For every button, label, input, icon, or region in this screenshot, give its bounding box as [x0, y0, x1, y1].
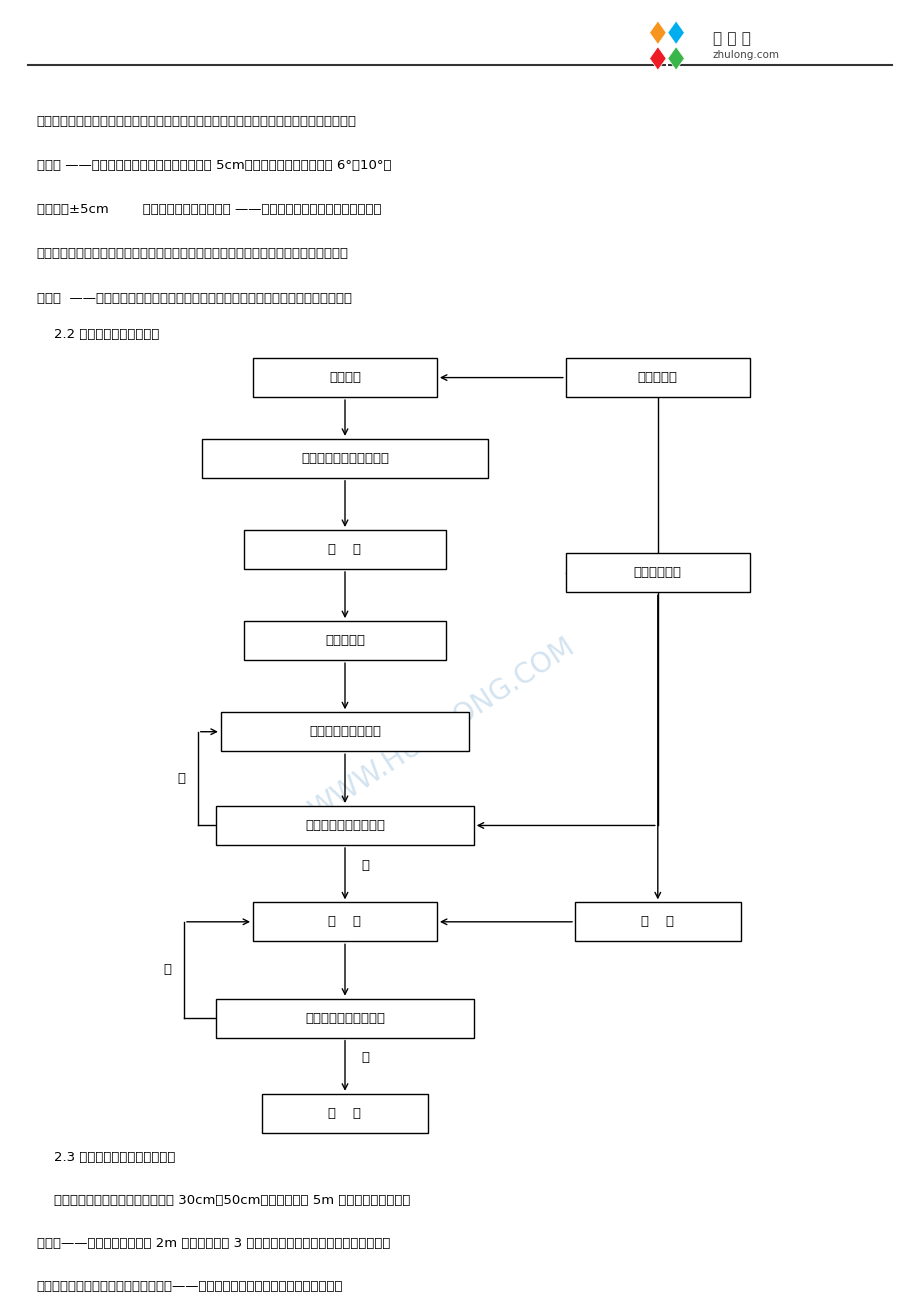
Text: 否: 否	[177, 772, 185, 785]
Text: 根据产品试验确定确定，随泡随用，锚固药包浸泡后立即推入孔内，并用木棍送至孔底防: 根据产品试验确定确定，随泡随用，锚固药包浸泡后立即推入孔内，并用木棍送至孔底防	[37, 247, 348, 260]
FancyBboxPatch shape	[244, 621, 446, 660]
FancyBboxPatch shape	[221, 712, 469, 751]
Text: 安装小导管: 安装小导管	[324, 634, 365, 647]
Text: 压水检查是否达到要求: 压水检查是否达到要求	[305, 819, 384, 832]
FancyBboxPatch shape	[202, 439, 487, 478]
FancyBboxPatch shape	[253, 902, 437, 941]
Text: 测量布孔并标注在岩面上: 测量布孔并标注在岩面上	[301, 452, 389, 465]
Text: 机械设备检修: 机械设备检修	[633, 566, 681, 579]
Text: 联接管路、密封孔口: 联接管路、密封孔口	[309, 725, 380, 738]
Text: 拌    浆: 拌 浆	[641, 915, 674, 928]
Text: 钻    孔: 钻 孔	[328, 543, 361, 556]
FancyBboxPatch shape	[574, 902, 740, 941]
Text: 结    束: 结 束	[328, 1107, 361, 1120]
Text: 岩石上 ——按所标的孔位钻孔，孔位偏差小于 5cm，钻孔保持直线，外插角 6°～10°，: 岩石上 ——按所标的孔位钻孔，孔位偏差小于 5cm，钻孔保持直线，外插角 6°～…	[37, 159, 391, 172]
Text: 是: 是	[361, 1052, 369, 1064]
FancyBboxPatch shape	[216, 806, 473, 845]
FancyBboxPatch shape	[565, 553, 749, 592]
Polygon shape	[667, 47, 684, 70]
FancyBboxPatch shape	[565, 358, 749, 397]
Text: 2.2 超前小导管周壁预注浆: 2.2 超前小导管周壁预注浆	[37, 328, 159, 341]
Polygon shape	[667, 21, 684, 44]
FancyBboxPatch shape	[244, 530, 446, 569]
FancyBboxPatch shape	[253, 358, 437, 397]
Text: 管棚，——在开挖工作后面约 2m 范围内，安设 3 榀钢拱架紧抵掌子面，注意钢拱架应按线: 管棚，——在开挖工作后面约 2m 范围内，安设 3 榀钢拱架紧抵掌子面，注意钢拱…	[37, 1237, 390, 1250]
Text: 压    浆: 压 浆	[328, 915, 361, 928]
Text: 否: 否	[164, 963, 171, 976]
FancyBboxPatch shape	[216, 999, 473, 1038]
Text: 制作小导管: 制作小导管	[637, 371, 677, 384]
Text: 在开挖工作面后，将开挖轮廓扩大 30cm～50cm，长度不小于 5m 作工作室以便于施作: 在开挖工作面后，将开挖轮廓扩大 30cm～50cm，长度不小于 5m 作工作室以…	[37, 1194, 410, 1207]
Text: 施工准备: 施工准备	[329, 371, 360, 384]
Text: 孔深误差±5cm        清孔检孔并检查锚固药包 ——锚固药包在清水中浸泡，浸泡时间: 孔深误差±5cm 清孔检孔并检查锚固药包 ——锚固药包在清水中浸泡，浸泡时间	[37, 203, 380, 216]
Text: 路中线、纵坡加管棚设计的外插角设置——在钢拱架上精确测放出每根管棚的位置，: 路中线、纵坡加管棚设计的外插角设置——在钢拱架上精确测放出每根管棚的位置，	[37, 1280, 343, 1293]
FancyBboxPatch shape	[262, 1094, 427, 1133]
Text: 拱部开挖轮廓线，根据设计位置和间距，测放出孔位，并用红（或白）油漆标在掘进齐头的: 拱部开挖轮廓线，根据设计位置和间距，测放出孔位，并用红（或白）油漆标在掘进齐头的	[37, 115, 357, 128]
Text: 2.3 注浆管棚和钢架超前支护：: 2.3 注浆管棚和钢架超前支护：	[37, 1151, 175, 1164]
Polygon shape	[649, 47, 665, 70]
Text: 是: 是	[361, 859, 369, 872]
Polygon shape	[649, 21, 665, 44]
Text: 筑 龙 網: 筑 龙 網	[712, 31, 750, 47]
Text: zhulong.com: zhulong.com	[712, 49, 779, 60]
Text: 压力流量是否达到要求: 压力流量是否达到要求	[305, 1012, 384, 1025]
Text: WWW.HUIULONG.COM: WWW.HUIULONG.COM	[303, 633, 579, 825]
Text: 止破裂  ——插入杆体，当采用人工手持插入有困难时，可用锤击或风动凿岩机送入。: 止破裂 ——插入杆体，当采用人工手持插入有困难时，可用锤击或风动凿岩机送入。	[37, 292, 351, 305]
